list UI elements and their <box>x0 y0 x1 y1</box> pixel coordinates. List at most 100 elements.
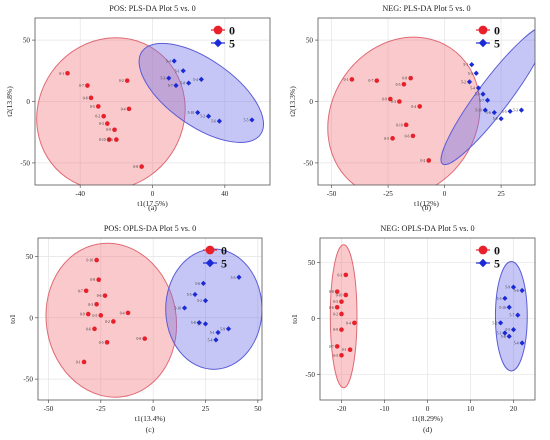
chart-panel-b: NEG: PLS-DA Plot 5 vs. 0-50 -25 0 25-50050t… <box>288 4 536 212</box>
data-point <box>105 121 110 126</box>
data-point <box>95 104 101 109</box>
point-label: 5-5 <box>502 110 507 114</box>
point-label: 0-1 <box>342 348 347 352</box>
panel-label: (d) <box>423 425 432 434</box>
point-label: 0-3 <box>338 273 343 277</box>
data-point <box>173 82 179 89</box>
point-label: 0-8 <box>133 165 138 169</box>
x-axis-label: t1(13.4%) <box>135 414 166 423</box>
data-point <box>114 137 119 142</box>
data-point <box>515 312 521 318</box>
x-tick-label: 0 <box>151 405 155 413</box>
data-point <box>334 304 340 310</box>
point-label: 5-5 <box>505 328 510 332</box>
y-tick-label: -50 <box>305 371 315 379</box>
point-label: 0-7 <box>329 345 334 349</box>
y-tick-label: -50 <box>23 376 33 384</box>
chart-panel-d: NEG: OPLS-DA Plot 5 vs. 0 -20 -10 0 10 20 -50 0… <box>290 224 536 434</box>
data-point <box>484 97 491 103</box>
y-axis-label: to1 <box>8 314 17 324</box>
point-label: 0-4 <box>411 105 416 109</box>
data-point <box>104 340 110 345</box>
point-label: 0-5 <box>333 300 338 304</box>
point-label: 0-3 <box>391 100 396 104</box>
chart-title: POS: OPLS-DA Plot 5 vs. 0 <box>104 224 196 233</box>
legend-marker <box>478 245 488 255</box>
point-label: 0-1 <box>344 78 349 82</box>
data-points: 0-3 0-80-10 0-5 0-6 0-2 0-4 0-9 0-7 0-1 0-5 5-9 5-6… <box>329 272 525 358</box>
point-label: 0-6 <box>108 138 113 142</box>
point-label: 0-2 <box>105 320 110 324</box>
series-0: 0-10 0-8 0-7 0-6 0-3 0-9 0-5 0-4 0-2 0-6 0-5 0-8 0-1 <box>76 257 148 364</box>
legend-label: 5 <box>494 257 500 271</box>
data-point <box>98 313 104 318</box>
data-point <box>347 347 353 353</box>
point-label: 0-8 <box>90 278 95 282</box>
legend: 05 <box>211 24 235 51</box>
data-point <box>410 133 416 139</box>
point-label: 0-8 <box>83 96 88 100</box>
point-label: 0-8 <box>402 77 407 81</box>
data-point <box>106 137 112 142</box>
point-label: 0-6 <box>97 294 102 298</box>
data-point <box>507 108 513 114</box>
point-label: 5-7 <box>197 322 202 326</box>
data-point <box>390 136 395 141</box>
point-label: 5-8 <box>191 321 196 325</box>
data-point <box>339 311 344 317</box>
data-point <box>213 337 219 343</box>
x-tick-label: 0 <box>426 405 430 413</box>
point-label: 5-3 <box>468 72 473 76</box>
data-points: 0-100-80-70-60-30-9 0-50-40-20-60-50-80-1… <box>76 257 242 364</box>
data-point <box>88 95 94 101</box>
data-point <box>473 70 479 76</box>
x-tick-label: 40 <box>221 190 229 198</box>
y-tick-label: -50 <box>20 159 30 167</box>
x-tick-label: -25 <box>96 405 106 413</box>
series-0: 0-1 0-70-50-80-90-30-40-100-50-60-2 <box>344 75 432 163</box>
ellipse-group-0 <box>45 242 178 398</box>
x-tick-label: 25 <box>498 190 506 198</box>
data-point <box>202 297 209 304</box>
point-label: 5-8 <box>493 117 498 121</box>
data-point <box>334 289 340 294</box>
data-point <box>216 118 222 124</box>
data-point <box>426 158 432 163</box>
point-label: 0-7 <box>78 289 83 293</box>
data-point <box>466 79 473 85</box>
chart-panel-c: POS: OPLS-DA Plot 5 vs. 0-50 -25 0 25 50-500… <box>8 224 263 434</box>
panel-label: (b) <box>422 203 431 212</box>
legend-marker <box>478 258 488 268</box>
data-point <box>502 330 508 336</box>
chart-panel-a: POS: PLS-DA Plot 5 vs. 0-40 0 40-50050t1(1… <box>5 4 271 212</box>
y-tick-label: 50 <box>308 259 316 267</box>
point-label: 0-6 <box>86 327 91 331</box>
x-axis-label: t1(12%) <box>414 199 439 208</box>
data-point <box>480 91 486 97</box>
data-point <box>196 320 202 326</box>
point-label: 5-9 <box>505 286 510 290</box>
data-point <box>202 321 209 327</box>
point-label: 0-10 <box>99 138 106 142</box>
data-point <box>142 336 148 341</box>
point-label: 0-3 <box>99 122 104 126</box>
point-label: 5-7 <box>479 99 484 103</box>
series-5: 5-15-35-25-45-95-75-105-65-85-5 5-3 <box>461 62 525 122</box>
point-label: 0-9 <box>382 98 387 102</box>
point-label: 5-4 <box>193 78 198 82</box>
point-label: 0-5 <box>99 341 104 345</box>
data-points: 0-1 0-70-50-80-90-30-40-100-50-60-25-15-3… <box>344 62 525 163</box>
data-point <box>200 280 206 287</box>
panel-label: (c) <box>146 425 155 434</box>
point-label: 5-6 <box>195 282 200 286</box>
x-tick-label: 25 <box>202 405 210 413</box>
x-tick-label: 10 <box>467 405 475 413</box>
data-point <box>498 320 504 326</box>
x-tick-label: -10 <box>380 405 390 413</box>
point-label: 5-8 <box>180 82 185 86</box>
x-axis-label: t1(8.29%) <box>412 414 443 423</box>
data-point <box>334 344 340 349</box>
y-tick-label: 50 <box>306 37 314 45</box>
point-label: 5-8 <box>501 335 506 339</box>
data-point <box>94 301 99 307</box>
